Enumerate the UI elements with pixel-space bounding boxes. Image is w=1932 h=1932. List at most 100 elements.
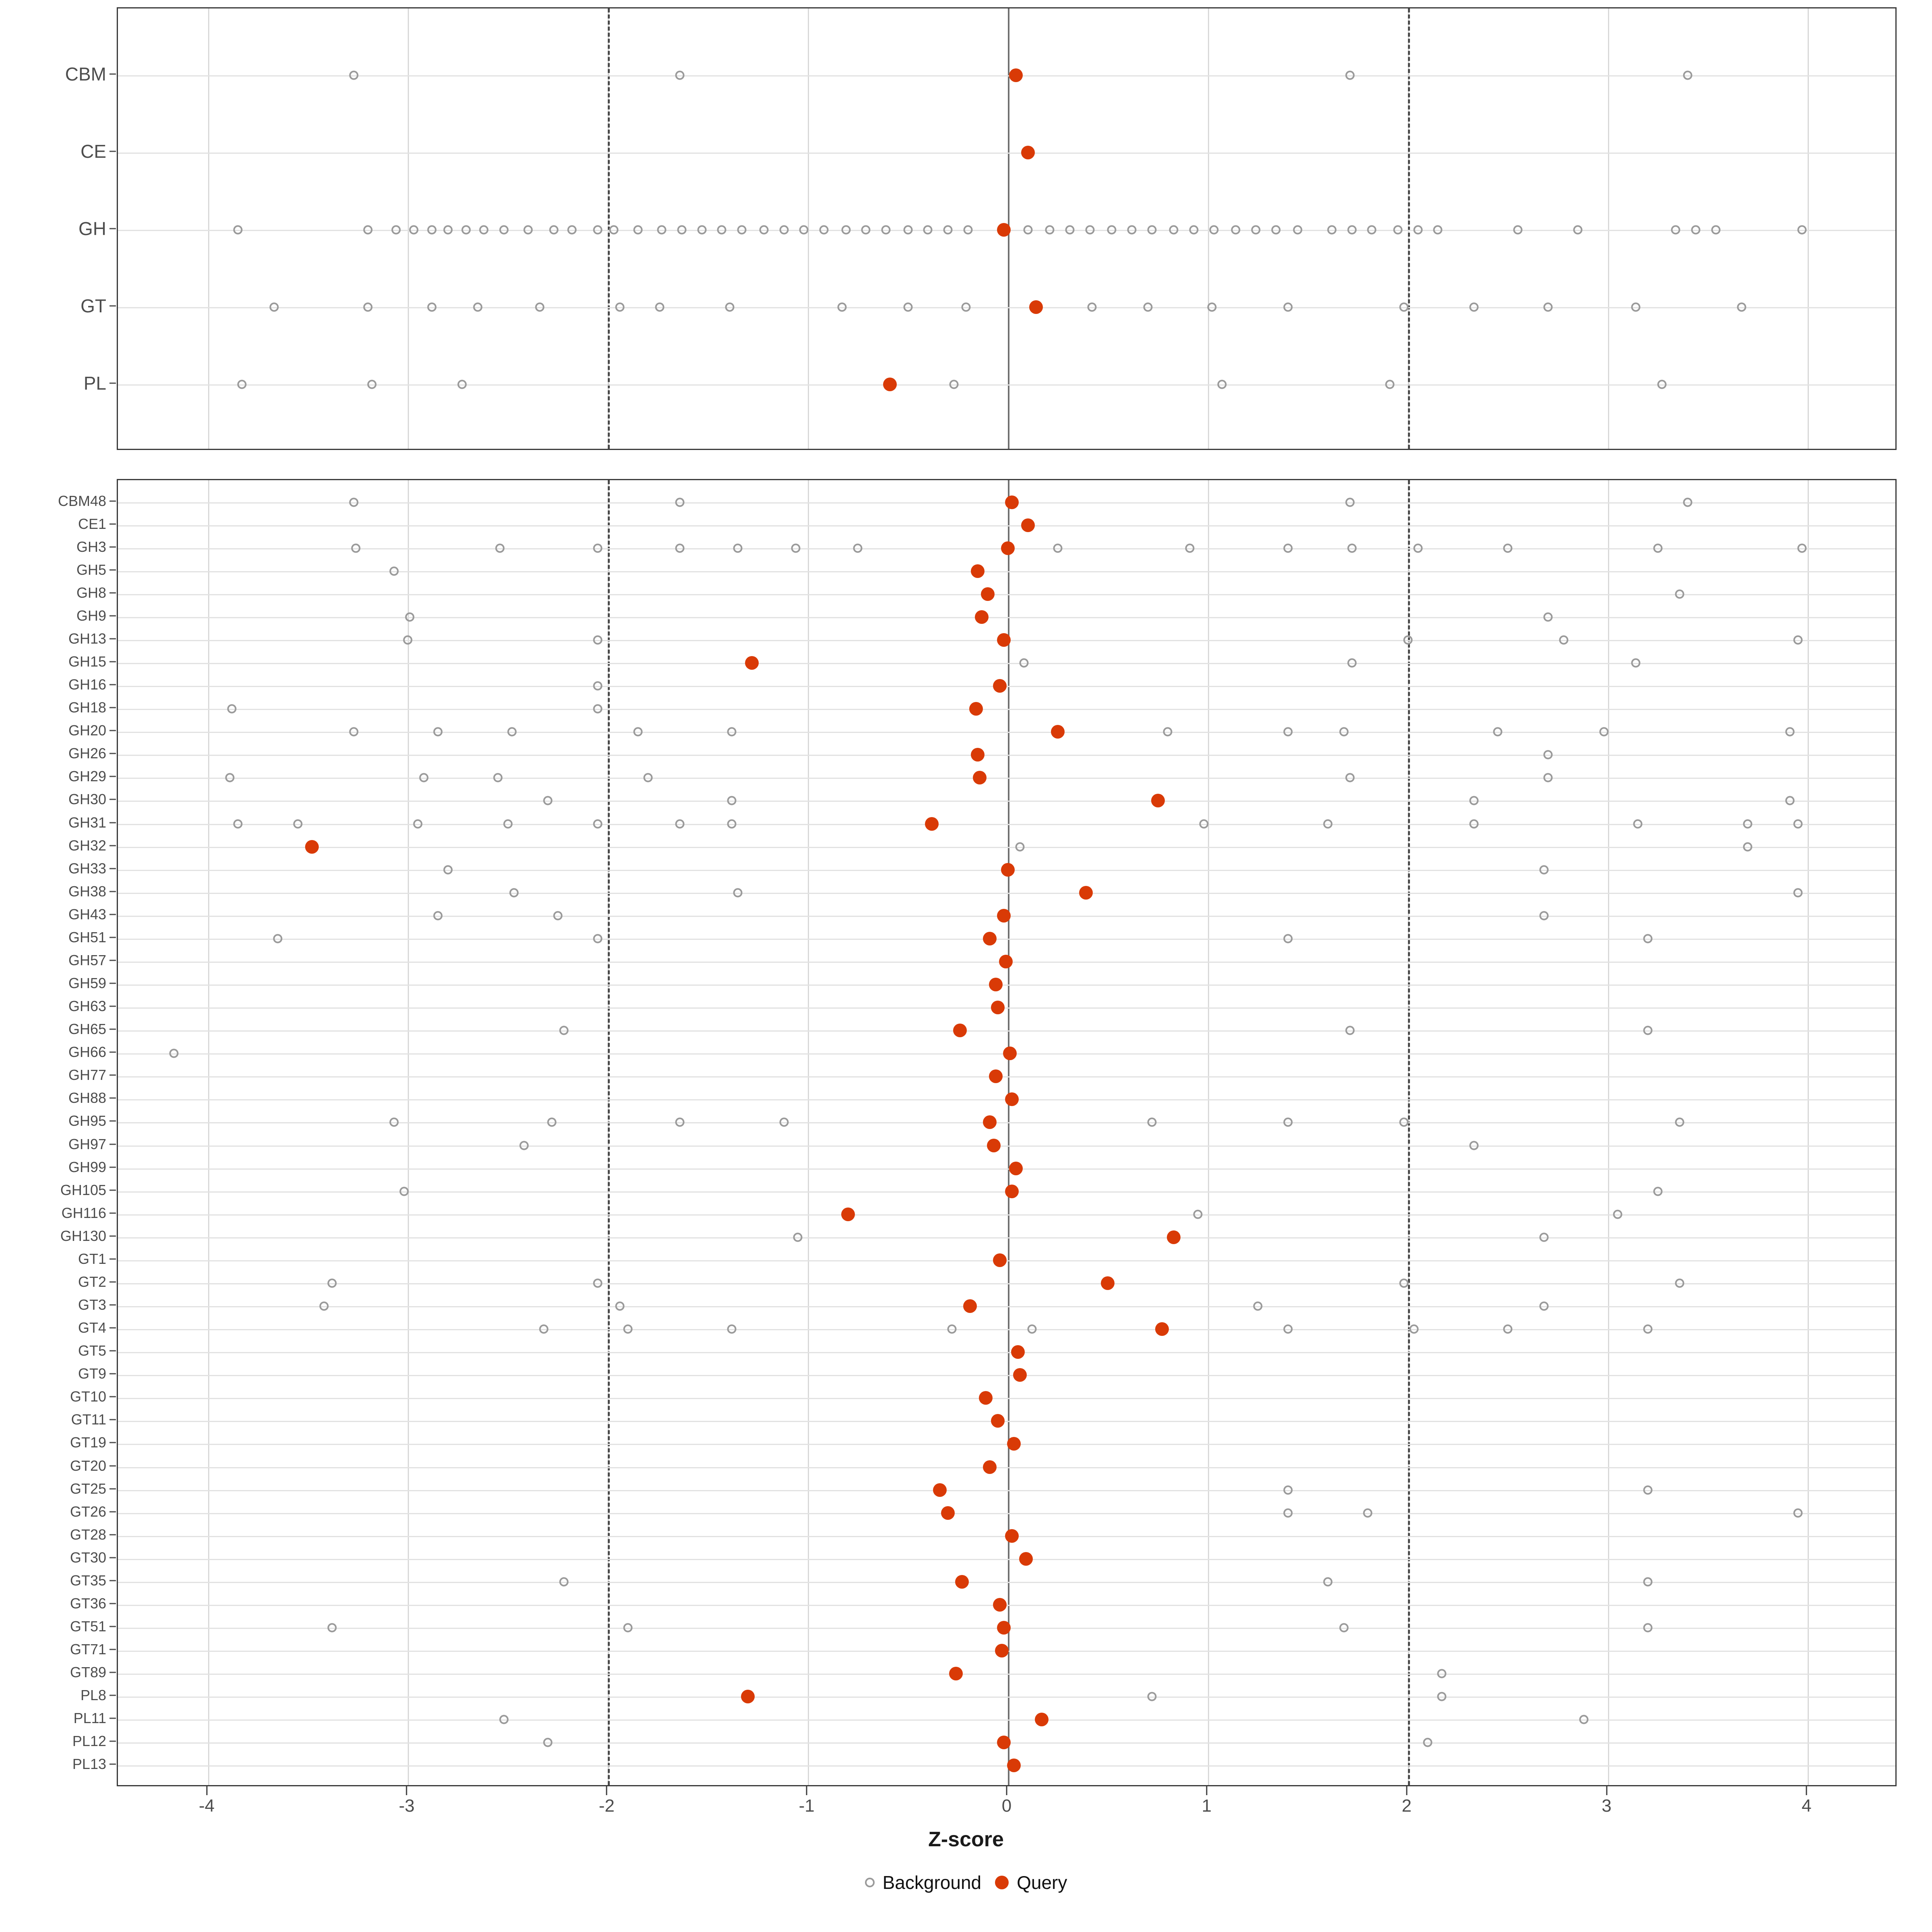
x-axis-tick — [206, 1786, 208, 1795]
background-data-point — [1469, 796, 1479, 805]
query-data-point — [999, 954, 1013, 968]
query-data-point — [973, 771, 987, 785]
query-data-point — [933, 1483, 947, 1497]
background-data-point — [1019, 658, 1029, 668]
background-data-point — [479, 225, 489, 235]
background-data-point — [233, 225, 243, 235]
query-data-point — [963, 1299, 977, 1313]
background-data-point — [363, 225, 373, 235]
background-data-point — [1797, 543, 1806, 553]
background-data-point — [1107, 225, 1117, 235]
background-data-point — [1087, 302, 1097, 312]
y-axis-tick — [109, 1005, 116, 1007]
background-data-point — [903, 302, 913, 312]
category-gridline — [118, 663, 1895, 665]
y-axis-tick — [109, 891, 116, 892]
y-axis-tick — [109, 305, 116, 307]
background-data-point — [623, 1623, 633, 1633]
background-data-point — [779, 1117, 789, 1127]
category-gridline — [118, 1076, 1895, 1078]
query-data-point — [991, 1414, 1005, 1428]
y-axis-tick — [109, 1695, 116, 1696]
background-data-point — [1631, 302, 1641, 312]
background-data-point — [593, 934, 603, 943]
y-axis-tick — [109, 1166, 116, 1168]
background-data-point — [507, 727, 517, 737]
y-axis-tick — [109, 500, 116, 502]
x-axis-tick — [406, 1786, 407, 1795]
background-data-point — [1657, 380, 1667, 389]
y-axis-tick — [109, 1396, 116, 1397]
category-gridline — [118, 1398, 1895, 1399]
x-axis-tick-label: -4 — [199, 1796, 215, 1816]
y-axis-tick — [109, 1281, 116, 1283]
category-gridline — [118, 1283, 1895, 1284]
y-axis-tick — [109, 1488, 116, 1490]
category-gridline — [118, 1122, 1895, 1124]
query-data-point — [997, 908, 1011, 923]
background-data-point — [1323, 819, 1333, 829]
background-data-point — [733, 543, 743, 553]
query-data-point — [1013, 1368, 1027, 1382]
background-data-point — [1345, 773, 1355, 782]
y-axis-tick-label: GH26 — [68, 745, 106, 762]
category-gridline — [118, 1719, 1895, 1721]
background-data-point — [349, 497, 359, 507]
background-data-point — [1023, 225, 1033, 235]
query-data-point — [883, 378, 897, 391]
background-data-point — [327, 1278, 337, 1288]
background-data-point — [1785, 727, 1795, 737]
background-data-point — [1345, 1026, 1355, 1035]
y-axis-tick-label: GT — [80, 295, 106, 316]
x-axis-tick — [606, 1786, 607, 1795]
background-data-point — [655, 302, 665, 312]
y-axis-tick-label: GT51 — [70, 1618, 106, 1635]
background-data-point — [1399, 1278, 1409, 1288]
y-axis-tick-label: PL — [83, 373, 106, 394]
category-gridline — [118, 801, 1895, 802]
query-data-point — [1021, 518, 1035, 532]
category-gridline — [118, 307, 1895, 308]
background-data-point — [675, 1117, 685, 1127]
background-data-point — [675, 543, 685, 553]
background-data-point — [1209, 225, 1219, 235]
category-gridline — [118, 384, 1895, 386]
y-axis-tick-label: GH29 — [68, 768, 106, 785]
background-data-point — [1671, 225, 1680, 235]
background-data-point — [269, 302, 279, 312]
legend-label-background: Background — [882, 1872, 982, 1893]
background-data-point — [1053, 543, 1063, 553]
background-data-point — [389, 566, 399, 576]
x-axis-tick — [1206, 1786, 1208, 1795]
background-data-point — [1643, 1577, 1653, 1587]
y-axis-tick-label: CE — [80, 141, 106, 162]
category-gridline — [118, 1444, 1895, 1445]
category-gridline — [118, 75, 1895, 76]
category-gridline — [118, 938, 1895, 940]
background-data-point — [1675, 1117, 1684, 1127]
background-data-point — [1217, 380, 1227, 389]
y-axis-tick-label: GH3 — [76, 538, 106, 555]
background-data-point — [1189, 225, 1199, 235]
query-data-point — [997, 1621, 1011, 1635]
background-data-point — [963, 225, 973, 235]
query-data-point — [1029, 300, 1043, 314]
legend-item-background[interactable]: Background — [865, 1872, 982, 1893]
category-gridline — [118, 153, 1895, 154]
background-data-point — [403, 635, 413, 645]
y-axis-tick-label: GH8 — [76, 584, 106, 601]
background-data-point — [1409, 1324, 1419, 1334]
background-data-point — [233, 819, 243, 829]
background-data-point — [1207, 302, 1217, 312]
query-data-point — [983, 931, 997, 945]
y-axis-tick — [109, 1235, 116, 1237]
background-data-point — [1653, 543, 1663, 553]
background-data-point — [1385, 380, 1395, 389]
background-data-point — [399, 1187, 409, 1196]
y-axis-tick — [109, 845, 116, 846]
background-data-point — [1027, 1324, 1037, 1334]
background-data-point — [593, 543, 603, 553]
legend-item-query[interactable]: Query — [995, 1872, 1067, 1893]
background-data-point — [853, 543, 863, 553]
category-gridline — [118, 1697, 1895, 1698]
